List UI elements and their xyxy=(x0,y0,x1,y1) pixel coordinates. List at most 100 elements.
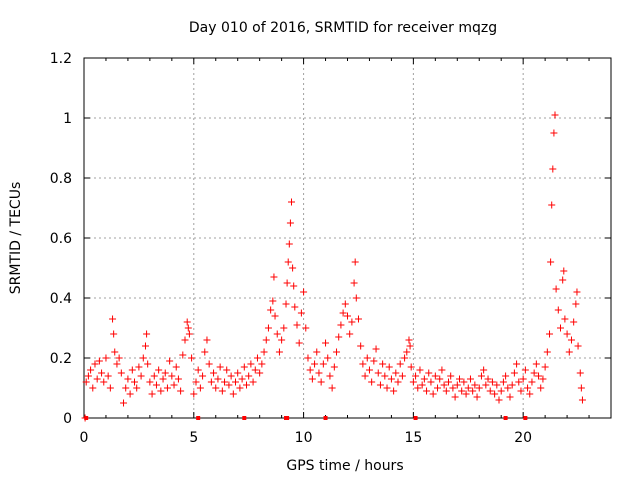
data-point xyxy=(532,360,540,368)
data-point xyxy=(436,375,444,383)
zero-marker xyxy=(503,416,508,420)
data-point xyxy=(528,378,536,386)
data-point xyxy=(506,393,514,401)
data-point xyxy=(412,372,420,380)
data-series xyxy=(81,111,586,422)
data-point xyxy=(253,354,261,362)
data-point xyxy=(326,372,334,380)
data-point xyxy=(144,360,152,368)
data-point xyxy=(302,324,310,332)
data-point xyxy=(172,363,180,371)
data-point xyxy=(499,378,507,386)
data-point xyxy=(203,336,211,344)
data-point xyxy=(549,165,557,173)
data-point xyxy=(370,357,378,365)
data-point xyxy=(221,378,229,386)
data-point xyxy=(275,348,283,356)
data-point xyxy=(143,330,151,338)
data-point xyxy=(278,336,286,344)
x-tick-label: 5 xyxy=(189,430,198,446)
data-point xyxy=(409,378,417,386)
data-point xyxy=(556,324,564,332)
data-point xyxy=(477,372,485,380)
data-point xyxy=(330,363,338,371)
data-point xyxy=(519,375,527,383)
data-point xyxy=(383,384,391,392)
data-point xyxy=(403,348,411,356)
data-point xyxy=(194,366,202,374)
data-point xyxy=(304,354,312,362)
data-point xyxy=(247,360,255,368)
data-point xyxy=(218,387,226,395)
data-point xyxy=(398,372,406,380)
data-point xyxy=(141,342,149,350)
zero-marker xyxy=(323,416,328,420)
data-point xyxy=(488,378,496,386)
data-point xyxy=(242,381,250,389)
data-point xyxy=(183,318,191,326)
data-point xyxy=(128,366,136,374)
data-point xyxy=(547,258,555,266)
data-point xyxy=(133,384,141,392)
data-point xyxy=(573,288,581,296)
y-tick-label: 0.8 xyxy=(50,171,72,187)
data-point xyxy=(170,381,178,389)
x-tick-label: 20 xyxy=(514,430,532,446)
y-tick-label: 0 xyxy=(63,411,72,427)
data-point xyxy=(497,387,505,395)
data-point xyxy=(293,321,301,329)
data-point xyxy=(429,390,437,398)
data-point xyxy=(322,339,330,347)
data-point xyxy=(361,372,369,380)
data-point xyxy=(560,267,568,275)
x-tick-label: 15 xyxy=(404,430,422,446)
data-point xyxy=(418,381,426,389)
data-point xyxy=(504,384,512,392)
data-point xyxy=(535,372,543,380)
data-point xyxy=(537,384,545,392)
data-point xyxy=(565,348,573,356)
data-point xyxy=(406,342,414,350)
data-point xyxy=(102,354,110,362)
data-point xyxy=(423,387,431,395)
data-point xyxy=(379,360,387,368)
data-point xyxy=(396,360,404,368)
data-point xyxy=(344,312,351,320)
data-point xyxy=(245,372,253,380)
data-point xyxy=(554,306,562,314)
data-point xyxy=(159,375,167,383)
data-point xyxy=(374,369,382,377)
data-point xyxy=(313,348,321,356)
data-point xyxy=(521,366,529,374)
data-point xyxy=(291,303,299,311)
data-point xyxy=(249,378,257,386)
y-tick-label: 1 xyxy=(63,111,72,127)
data-point xyxy=(376,381,384,389)
data-point xyxy=(152,381,160,389)
zero-marker xyxy=(413,416,418,420)
data-point xyxy=(139,354,147,362)
data-point xyxy=(93,375,101,383)
data-point xyxy=(510,369,518,377)
data-point xyxy=(282,300,290,308)
data-point xyxy=(271,312,279,320)
data-point xyxy=(405,336,413,344)
data-point xyxy=(451,393,459,401)
data-point xyxy=(232,378,240,386)
data-point xyxy=(464,384,472,392)
data-point xyxy=(578,396,586,404)
data-point xyxy=(111,348,119,356)
data-point xyxy=(440,381,448,389)
data-point xyxy=(548,201,556,209)
data-point xyxy=(317,378,325,386)
data-point xyxy=(196,384,204,392)
data-point xyxy=(137,372,145,380)
data-point xyxy=(351,258,359,266)
data-point xyxy=(372,345,380,353)
data-point xyxy=(109,315,117,323)
data-point xyxy=(502,372,510,380)
data-point xyxy=(438,366,446,374)
data-point xyxy=(192,378,200,386)
data-point xyxy=(475,384,483,392)
data-point xyxy=(561,315,569,323)
